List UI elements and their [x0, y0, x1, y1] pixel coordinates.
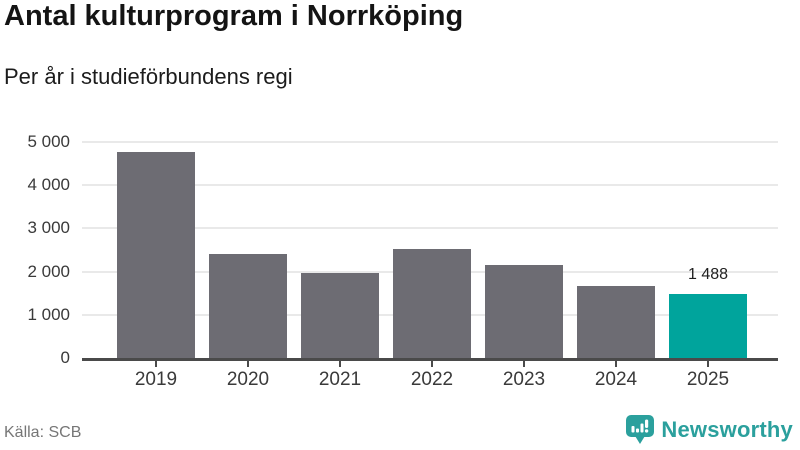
x-tick-2019 — [155, 361, 157, 367]
chart-subtitle: Per år i studieförbundens regi — [4, 64, 293, 89]
x-tick-2021 — [339, 361, 341, 367]
x-tick-label-2025: 2025 — [686, 369, 730, 390]
y-tick-label-5000: 5 000 — [27, 132, 70, 151]
x-tick-2022 — [431, 361, 433, 367]
gridline-4000 — [82, 184, 778, 187]
bar-2020 — [209, 254, 287, 358]
x-tick-label-2020: 2020 — [226, 369, 270, 390]
x-tick-2025 — [707, 361, 709, 367]
bar-2023 — [485, 265, 563, 358]
x-tick-label-2021: 2021 — [318, 369, 362, 390]
x-tick-label-2022: 2022 — [410, 369, 454, 390]
y-tick-label-0: 0 — [60, 348, 70, 367]
value-label-2025: 1 488 — [687, 265, 729, 283]
gridline-5000 — [82, 141, 778, 143]
bar-2022 — [393, 248, 471, 358]
newsworthy-logo[interactable]: Newsworthy — [626, 415, 793, 445]
source-note: Källa: SCB — [4, 424, 82, 441]
y-tick-label-3000: 3 000 — [27, 218, 70, 238]
x-tick-label-2023: 2023 — [502, 369, 546, 390]
x-tick-label-2024: 2024 — [594, 369, 638, 390]
chart-title: Antal kulturprogram i Norrköping — [4, 0, 464, 32]
newsworthy-badge-icon — [626, 415, 655, 444]
plot-area: 0 1 000 2 000 3 000 4 000 5 000 2019 2020 2021 20… — [27, 132, 778, 390]
y-tick-label-1000: 1 000 — [27, 304, 70, 324]
x-tick-2020 — [247, 361, 249, 367]
bar-2025 — [669, 293, 747, 358]
newsworthy-logo-text: Newsworthy — [661, 417, 793, 442]
y-tick-label-2000: 2 000 — [27, 261, 70, 281]
gridline-3000 — [82, 227, 778, 230]
x-tick-2023 — [523, 361, 525, 367]
bar-2024 — [577, 286, 655, 358]
bar-2021 — [301, 273, 379, 358]
x-tick-label-2019: 2019 — [134, 369, 178, 390]
bar-2019 — [117, 152, 195, 358]
y-tick-label-4000: 4 000 — [27, 175, 70, 195]
x-tick-2024 — [615, 361, 617, 367]
